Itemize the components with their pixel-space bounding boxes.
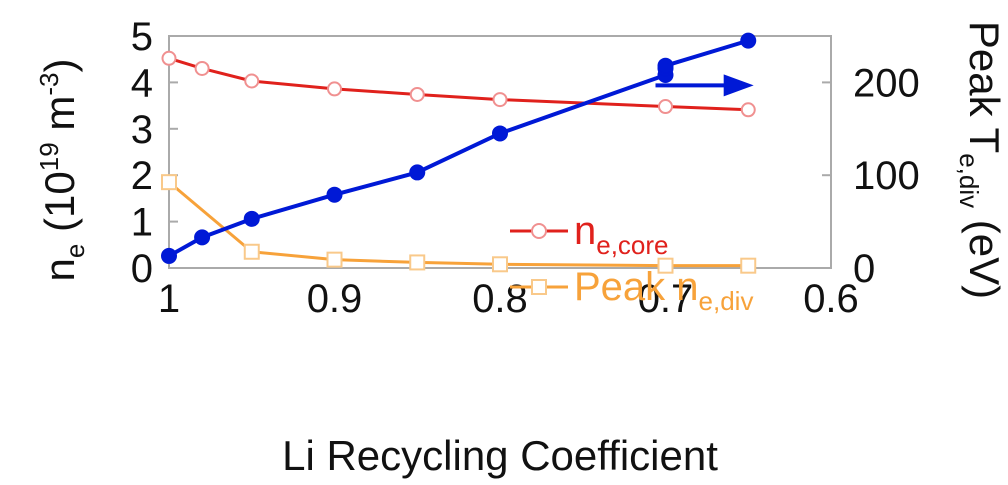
legend: ne,core Peak ne,div xyxy=(510,209,753,316)
y-left-tick-label: 4 xyxy=(131,61,153,105)
y-right-tick-label: 200 xyxy=(853,61,920,105)
data-point-ne-core xyxy=(244,73,260,89)
right-axis-arrow-head xyxy=(723,74,754,97)
x-axis-title: Li Recycling Coefficient xyxy=(282,432,718,479)
series-line-ne-core xyxy=(168,56,749,112)
y-right-tick-label: 0 xyxy=(853,247,875,291)
y-left-title-sub-e: e xyxy=(60,244,90,258)
x-tick-label: 0.8 xyxy=(472,277,528,321)
data-point-peak-te-div xyxy=(492,125,508,142)
y-left-title-exp19: 19 xyxy=(34,142,64,171)
y-left-title-close: ) xyxy=(36,59,83,73)
y-left-title-mid: (10 xyxy=(36,171,83,243)
data-point-peak-ne-div xyxy=(657,257,674,274)
data-point-peak-te-div xyxy=(194,229,211,246)
y-left-title-n: n xyxy=(36,258,83,281)
data-point-peak-ne-div xyxy=(409,254,426,271)
y-left-axis-title: ne (1019 m-3) xyxy=(34,59,90,282)
data-point-ne-core xyxy=(327,81,342,97)
plot-frame xyxy=(168,35,832,269)
legend-label-peak-ne-div: Peak ne,div xyxy=(574,265,753,316)
y-left-title-m: m xyxy=(36,96,83,143)
legend-item-peak-ne-div: Peak ne,div xyxy=(510,265,753,316)
x-tick-label: 0.7 xyxy=(638,277,694,321)
data-point-peak-te-div xyxy=(243,210,260,227)
data-point-peak-ne-div xyxy=(740,257,757,274)
x-axis-ticks: 1 0.9 0.8 0.7 0.6 xyxy=(158,259,859,321)
data-point-peak-te-div xyxy=(326,186,343,203)
y-left-tick-label: 3 xyxy=(131,108,153,152)
data-point-ne-core xyxy=(161,50,177,66)
annotation-layer xyxy=(655,74,754,97)
y-left-tick-label: 5 xyxy=(131,15,153,59)
y-left-title-exp-3: -3 xyxy=(34,73,64,96)
data-point-peak-te-div xyxy=(161,247,177,264)
y-left-tick-label: 2 xyxy=(131,154,153,198)
data-point-peak-ne-div xyxy=(243,243,260,260)
legend-marker-peak-ne-div xyxy=(531,279,547,295)
data-point-peak-te-div xyxy=(409,164,426,181)
data-point-peak-ne-div xyxy=(326,251,343,268)
data-point-ne-core xyxy=(492,92,508,108)
x-tick-label: 1 xyxy=(158,277,180,321)
data-point-ne-core xyxy=(409,86,425,102)
data-point-ne-core xyxy=(740,102,756,118)
x-tick-label: 0.6 xyxy=(803,277,859,321)
series-layer xyxy=(161,32,757,274)
y-right-axis-ticks: 0 100 200 xyxy=(822,61,920,291)
legend-item-ne-core: ne,core xyxy=(510,209,669,260)
y-right-axis-title: Peak Te,div (eV) xyxy=(954,21,1008,299)
y-left-tick-label: 0 xyxy=(131,247,153,291)
x-tick-label: 0.9 xyxy=(307,277,363,321)
data-point-ne-core xyxy=(658,99,673,115)
y-right-title-unit: (eV) xyxy=(961,208,1008,299)
y-right-title-main: Peak T xyxy=(961,21,1008,153)
data-point-peak-ne-div xyxy=(161,174,177,191)
y-right-tick-label: 100 xyxy=(853,154,920,198)
data-point-peak-te-div xyxy=(657,57,674,74)
data-point-ne-core xyxy=(194,60,210,76)
data-point-peak-te-div xyxy=(740,32,757,49)
legend-label-ne-core: ne,core xyxy=(574,209,669,260)
y-right-title-sub: e,div xyxy=(954,153,984,208)
y-left-tick-label: 1 xyxy=(131,201,153,245)
data-point-peak-ne-div xyxy=(492,256,508,273)
legend-marker-ne-core xyxy=(531,223,547,239)
